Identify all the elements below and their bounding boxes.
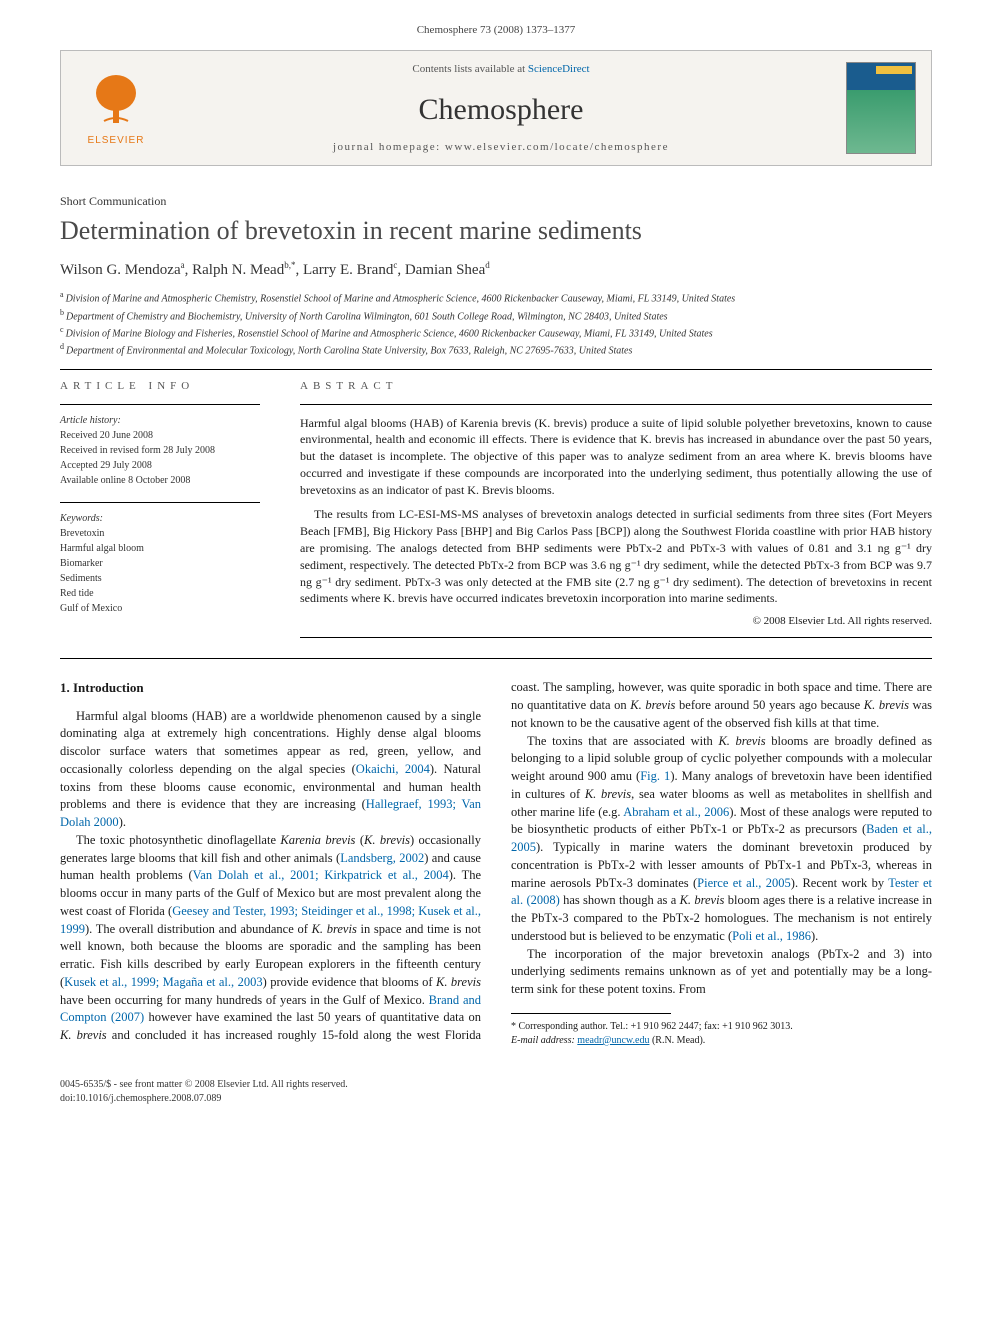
abstract-paragraph: Harmful algal blooms (HAB) of Karenia br… <box>300 415 932 499</box>
keyword: Sediments <box>60 571 260 586</box>
rule <box>60 369 932 370</box>
abstract-column: ABSTRACT Harmful algal blooms (HAB) of K… <box>300 380 932 649</box>
sciencedirect-link[interactable]: ScienceDirect <box>528 63 590 75</box>
history-line: Received in revised form 28 July 2008 <box>60 443 260 458</box>
corresponding-author-note: * Corresponding author. Tel.: +1 910 962… <box>511 1020 932 1034</box>
keyword: Red tide <box>60 586 260 601</box>
rule <box>300 404 932 405</box>
section-heading: 1. Introduction <box>60 679 481 697</box>
abstract-copyright: © 2008 Elsevier Ltd. All rights reserved… <box>300 615 932 627</box>
journal-title: Chemosphere <box>183 93 819 127</box>
author: Larry E. Brand <box>303 262 393 278</box>
keyword: Biomarker <box>60 556 260 571</box>
keyword: Brevetoxin <box>60 526 260 541</box>
article-type: Short Communication <box>60 194 932 209</box>
author: Wilson G. Mendoza <box>60 262 181 278</box>
rule <box>300 637 932 638</box>
author: Damian Shea <box>405 262 485 278</box>
elsevier-tree-icon <box>86 71 146 131</box>
abstract-label: ABSTRACT <box>300 380 932 392</box>
affiliation: cDivision of Marine Biology and Fisherie… <box>60 324 932 341</box>
history-label: Article history: <box>60 415 260 426</box>
affiliation: bDepartment of Chemistry and Biochemistr… <box>60 307 932 324</box>
page-footer: 0045-6535/$ - see front matter © 2008 El… <box>0 1068 992 1130</box>
homepage-url: www.elsevier.com/locate/chemosphere <box>445 141 669 153</box>
journal-cover-thumbnail <box>846 62 916 154</box>
masthead-center: Contents lists available at ScienceDirec… <box>171 51 831 165</box>
abstract-paragraph: The results from LC-ESI-MS-MS analyses o… <box>300 506 932 607</box>
keyword: Gulf of Mexico <box>60 601 260 616</box>
cover-cell <box>831 51 931 165</box>
rule <box>60 404 260 405</box>
corresponding-email-link[interactable]: meadr@uncw.edu <box>577 1035 649 1046</box>
body-paragraph: The toxins that are associated with K. b… <box>511 733 932 946</box>
email-line: E-mail address: meadr@uncw.edu (R.N. Mea… <box>511 1034 932 1048</box>
footnotes: * Corresponding author. Tel.: +1 910 962… <box>511 1020 932 1048</box>
history-line: Accepted 29 July 2008 <box>60 458 260 473</box>
affiliation: dDepartment of Environmental and Molecul… <box>60 341 932 358</box>
publisher-logo-cell: ELSEVIER <box>61 51 171 165</box>
running-head: Chemosphere 73 (2008) 1373–1377 <box>0 0 992 36</box>
email-label: E-mail address: <box>511 1035 575 1046</box>
homepage-prefix: journal homepage: <box>333 141 445 153</box>
affiliation: aDivision of Marine and Atmospheric Chem… <box>60 289 932 306</box>
rule <box>60 658 932 659</box>
abstract-text: Harmful algal blooms (HAB) of Karenia br… <box>300 415 932 608</box>
article-info-label: ARTICLE INFO <box>60 380 260 392</box>
author-list: Wilson G. Mendozaa, Ralph N. Meadb,*, La… <box>60 260 932 279</box>
journal-masthead: ELSEVIER Contents lists available at Sci… <box>60 50 932 166</box>
journal-homepage-line: journal homepage: www.elsevier.com/locat… <box>183 141 819 153</box>
contents-available-line: Contents lists available at ScienceDirec… <box>183 63 819 75</box>
rule <box>60 502 260 503</box>
footnote-separator <box>511 1013 671 1014</box>
article-title: Determination of brevetoxin in recent ma… <box>60 215 932 246</box>
keywords-label: Keywords: <box>60 513 260 524</box>
contents-prefix: Contents lists available at <box>412 63 527 75</box>
affiliations: aDivision of Marine and Atmospheric Chem… <box>60 289 932 358</box>
elsevier-logo: ELSEVIER <box>76 63 156 153</box>
history-line: Available online 8 October 2008 <box>60 473 260 488</box>
body-columns: 1. Introduction Harmful algal blooms (HA… <box>60 679 932 1048</box>
author: Ralph N. Mead <box>192 262 284 278</box>
body-paragraph: The incorporation of the major brevetoxi… <box>511 946 932 999</box>
front-matter-line: 0045-6535/$ - see front matter © 2008 El… <box>60 1078 932 1092</box>
article-info-column: ARTICLE INFO Article history: Received 2… <box>60 380 260 649</box>
history-line: Received 20 June 2008 <box>60 428 260 443</box>
doi-line: doi:10.1016/j.chemosphere.2008.07.089 <box>60 1092 932 1106</box>
publisher-name: ELSEVIER <box>88 135 145 146</box>
email-attribution: (R.N. Mead). <box>652 1035 705 1046</box>
body-paragraph: Harmful algal blooms (HAB) are a worldwi… <box>60 708 481 832</box>
keyword: Harmful algal bloom <box>60 541 260 556</box>
